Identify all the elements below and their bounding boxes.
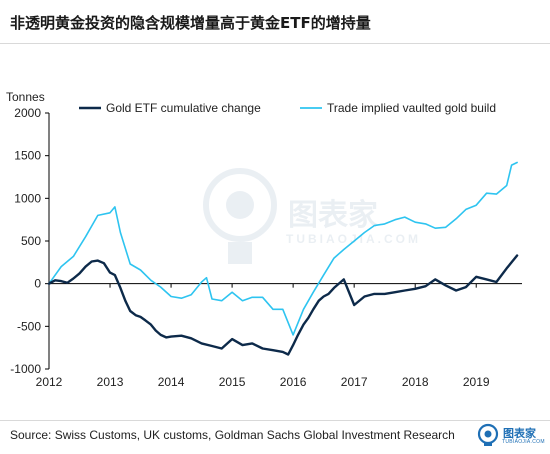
header-divider [0, 43, 550, 44]
x-tick-label: 2015 [219, 375, 246, 389]
chart-title: 非透明黄金投资的隐含规模增量高于黄金ETF的增持量 [10, 14, 371, 32]
x-tick-label: 2014 [158, 375, 185, 389]
brand-logo-subtext: TUBIAOJIA.COM [502, 439, 545, 445]
legend-item-vaulted-gold-label: Trade implied vaulted gold build [327, 101, 496, 115]
y-axis-label: Tonnes [6, 90, 45, 104]
legend-item-gold-etf-label: Gold ETF cumulative change [106, 101, 261, 115]
source-note: Source: Swiss Customs, UK customs, Goldm… [10, 428, 455, 442]
x-tick-label: 2012 [36, 375, 63, 389]
watermark-logo: 图表家 TUBIAOJIA.COM [200, 160, 418, 300]
series-line-gold-etf [47, 254, 519, 356]
series-line-vaulted-gold [48, 161, 518, 336]
watermark-robot-icon [203, 168, 277, 264]
x-tick-label: 2019 [463, 375, 490, 389]
y-tick-label: -500 [17, 319, 41, 333]
y-tick-label: 1000 [14, 191, 41, 205]
y-tick-label: 0 [34, 277, 41, 291]
y-tick-label: 1500 [14, 149, 41, 163]
x-tick-label: 2013 [97, 375, 124, 389]
brand-logo-text: 图表家 [503, 427, 536, 440]
watermark-subtext: TUBIAOJIA.COM [286, 232, 421, 246]
x-tick-label: 2018 [402, 375, 429, 389]
x-tick-label: 2017 [341, 375, 368, 389]
x-tick-label: 2016 [280, 375, 307, 389]
footer-divider [0, 420, 550, 421]
y-tick-label: -1000 [10, 362, 41, 376]
y-tick-label: 500 [21, 234, 41, 248]
brand-logo: 图表家 TUBIAOJIA.COM [476, 423, 544, 449]
y-tick-label: 2000 [14, 106, 41, 120]
brand-robot-icon [477, 423, 499, 446]
watermark-text: 图表家 [288, 198, 378, 233]
